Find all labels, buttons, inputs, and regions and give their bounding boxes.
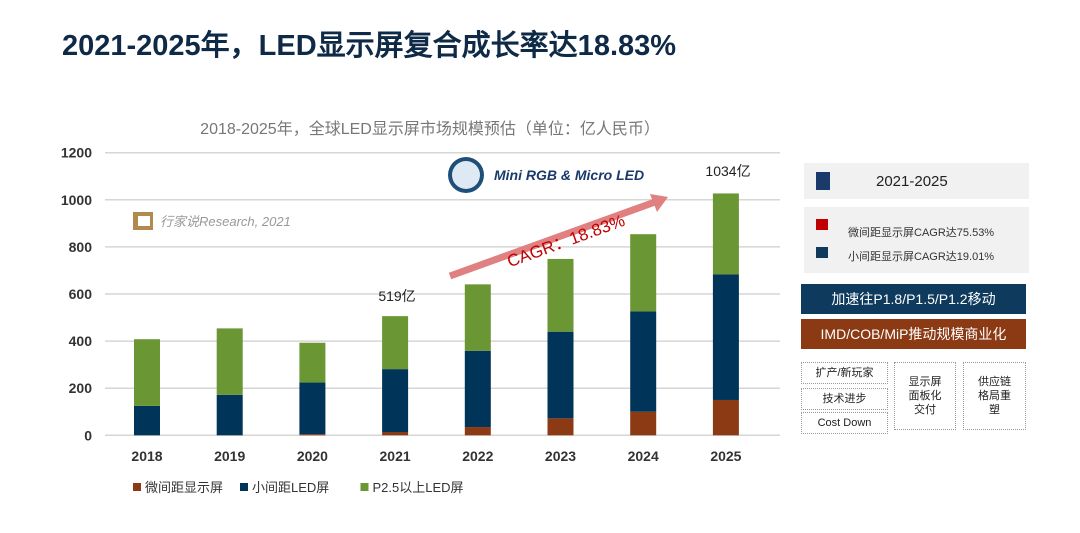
y-tick-label: 400 bbox=[69, 333, 93, 349]
bar-chart: 0 200 400 600 800 1000 1200 2018 2019 2020 2021 202… bbox=[61, 145, 780, 495]
x-tick-label: 2025 bbox=[710, 448, 741, 464]
micro-swatch bbox=[816, 219, 828, 230]
legend-label: 小间距LED屏 bbox=[252, 480, 329, 495]
bar-segment bbox=[299, 434, 326, 436]
x-tick-label: 2024 bbox=[628, 448, 659, 464]
y-tick-label: 600 bbox=[69, 286, 93, 302]
bar-segment bbox=[299, 382, 326, 435]
cagr-panel: 微间距显示屏CAGR达75.53% 小间距显示屏CAGR达19.01% bbox=[804, 207, 1029, 273]
band-commercial: IMD/COB/MiP推动规模商业化 bbox=[801, 319, 1026, 349]
small-cagr: 小间距显示屏CAGR达19.01% bbox=[848, 251, 995, 263]
bar-segment bbox=[630, 234, 657, 312]
chart-title: 2018-2025年，全球LED显示屏市场规模预估（单位：亿人民币） bbox=[200, 121, 660, 138]
band-pitch: 加速往P1.8/P1.5/P1.2移动 bbox=[801, 284, 1026, 314]
box-supply: 供应链格局重塑 bbox=[963, 362, 1026, 430]
bar-segment bbox=[712, 193, 739, 275]
box-cost: Cost Down bbox=[801, 412, 888, 434]
bar-segment bbox=[712, 274, 739, 400]
micro-cagr: 微间距显示屏CAGR达75.53% bbox=[848, 227, 995, 239]
legend-swatch bbox=[360, 483, 369, 491]
y-tick-label: 0 bbox=[84, 427, 92, 443]
x-tick-label: 2022 bbox=[462, 448, 493, 464]
box-tech: 技术进步 bbox=[801, 388, 888, 410]
y-tick-label: 200 bbox=[69, 380, 93, 396]
page-title: 2021-2025年，LED显示屏复合成长率达18.83% bbox=[62, 30, 677, 62]
legend-swatch bbox=[133, 483, 141, 491]
bar-segment bbox=[382, 316, 409, 370]
bar-segment bbox=[464, 350, 491, 428]
label-2021: 519亿 bbox=[378, 288, 415, 304]
small-swatch bbox=[816, 247, 828, 258]
bar-segment bbox=[464, 427, 491, 436]
x-tick-label: 2020 bbox=[297, 448, 328, 464]
label-2025: 1034亿 bbox=[705, 163, 750, 179]
mini-led-label: Mini RGB & Micro LED bbox=[494, 167, 644, 183]
bar-segment bbox=[630, 411, 657, 436]
source-logo-icon bbox=[133, 212, 153, 230]
bar-segment bbox=[547, 258, 574, 332]
y-tick-label: 1000 bbox=[61, 192, 92, 208]
bar-segment bbox=[382, 432, 409, 436]
bar-segment bbox=[547, 418, 574, 436]
x-tick-label: 2021 bbox=[380, 448, 411, 464]
legend-label: P2.5以上LED屏 bbox=[373, 480, 464, 495]
x-tick-label: 2023 bbox=[545, 448, 576, 464]
cagr-arrow bbox=[448, 194, 668, 280]
bar-segment bbox=[134, 405, 160, 436]
x-tick-label: 2019 bbox=[214, 448, 245, 464]
document-icon bbox=[816, 172, 830, 190]
x-tick-label: 2018 bbox=[131, 448, 162, 464]
bar-segment bbox=[712, 399, 739, 436]
period-header: 2021-2025 bbox=[804, 163, 1029, 199]
legend-swatch bbox=[240, 483, 248, 491]
rocket-logo-icon bbox=[448, 157, 484, 193]
legend-label: 微间距显示屏 bbox=[145, 480, 223, 495]
bar-segment bbox=[299, 342, 326, 383]
bar-segment bbox=[382, 369, 409, 433]
source-label: 行家说Research, 2021 bbox=[160, 214, 291, 229]
y-tick-label: 800 bbox=[69, 239, 93, 255]
bar-segment bbox=[134, 339, 160, 406]
y-tick-label: 1200 bbox=[61, 145, 92, 161]
bar-segment bbox=[216, 328, 243, 395]
bar-segment bbox=[547, 331, 574, 419]
bar-segment bbox=[464, 284, 491, 351]
box-expansion: 扩产/新玩家 bbox=[801, 362, 888, 384]
bar-segment bbox=[630, 311, 657, 412]
bar-segment bbox=[216, 394, 243, 436]
box-panel: 显示屏面板化交付 bbox=[894, 362, 956, 430]
period-label: 2021-2025 bbox=[876, 173, 948, 190]
